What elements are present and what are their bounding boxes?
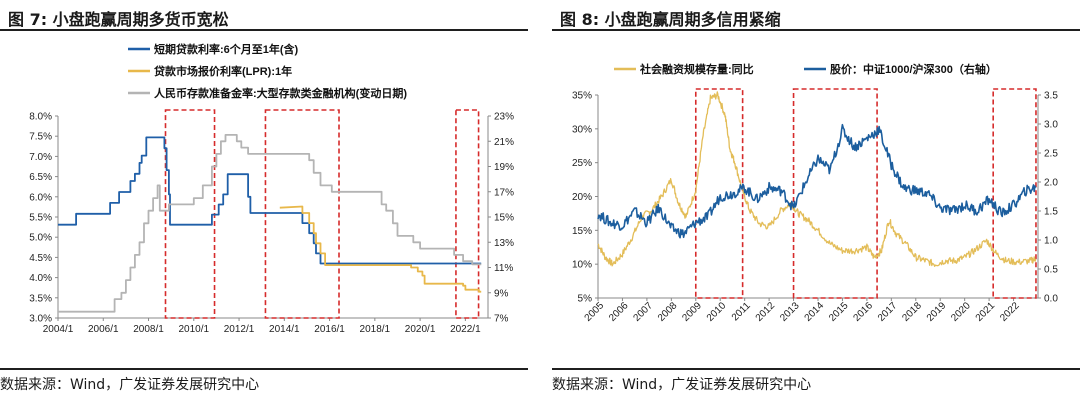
left-source-rule bbox=[0, 368, 528, 370]
x-tick-label: 2015 bbox=[827, 300, 851, 324]
x-tick-label: 2012 bbox=[754, 300, 778, 324]
right-source-note: 数据来源：Wind，广发证券发展研究中心 bbox=[552, 377, 812, 393]
left-y-tick-label: 3.5% bbox=[29, 293, 52, 304]
x-tick-label: 2010/1 bbox=[178, 324, 209, 335]
right-y-tick-label: 9% bbox=[494, 288, 509, 299]
left-figure-title: 图 7: 小盘跑赢周期多货币宽松 bbox=[8, 10, 229, 29]
legend-label-3: 人民币存款准备金率:大型存款类金融机构(变动日期) bbox=[154, 86, 407, 100]
right-y-tick-label: 2.5 bbox=[1044, 149, 1058, 160]
x-tick-label: 2007 bbox=[631, 300, 655, 324]
right-y-tick-label: 23% bbox=[494, 112, 514, 123]
highlight-period-box bbox=[264, 109, 340, 319]
right-figure-title: 图 8: 小盘跑赢周期多信用紧缩 bbox=[560, 10, 781, 29]
right-y-tick-label: 0.0 bbox=[1044, 294, 1058, 305]
right-y-tick-label: 21% bbox=[494, 137, 514, 148]
x-tick-label: 2018/1 bbox=[360, 324, 391, 335]
right-y-tick-label: 19% bbox=[494, 162, 514, 173]
left-y-tick-label: 20% bbox=[572, 192, 592, 203]
x-tick-label: 2016 bbox=[851, 300, 875, 324]
left-chart: 3.0% 3.5% 4.0% 4.5% 5.0% 5.5% 6.0% 6.5% 7.0% 7.5%… bbox=[29, 42, 514, 335]
x-tick-label: 2008/1 bbox=[133, 324, 164, 335]
x-tick-label: 2012/1 bbox=[224, 324, 255, 335]
x-tick-label: 2022 bbox=[998, 300, 1022, 324]
x-tick-label: 2004/1 bbox=[43, 324, 74, 335]
left-y-tick-label: 35% bbox=[572, 91, 592, 102]
x-tick-label: 2022/1 bbox=[450, 324, 481, 335]
x-tick-label: 2016/1 bbox=[314, 324, 345, 335]
right-y-tick-label: 3.5 bbox=[1044, 91, 1058, 102]
series-line-3 bbox=[58, 134, 482, 313]
right-title-rule bbox=[552, 29, 1080, 31]
series-line-1 bbox=[597, 91, 1037, 267]
series-line-2 bbox=[597, 123, 1037, 239]
left-y-tick-label: 15% bbox=[572, 226, 592, 237]
right-y-tick-label: 1.5 bbox=[1044, 207, 1058, 218]
highlight-period-box bbox=[792, 88, 878, 299]
left-y-tick-label: 3.0% bbox=[29, 314, 52, 325]
x-tick-label: 2010 bbox=[705, 300, 729, 324]
highlight-period-box bbox=[992, 88, 1037, 299]
left-y-tick-label: 5.5% bbox=[29, 213, 52, 224]
highlight-period-box bbox=[164, 109, 216, 319]
x-tick-label: 2013 bbox=[778, 300, 802, 324]
right-y-tick-label: 15% bbox=[494, 213, 514, 224]
x-tick-label: 2021 bbox=[974, 300, 998, 324]
x-tick-label: 2006/1 bbox=[88, 324, 119, 335]
x-tick-label: 2017 bbox=[876, 300, 900, 324]
x-tick-label: 2020/1 bbox=[405, 324, 436, 335]
right-y-tick-label: 2.0 bbox=[1044, 178, 1058, 189]
x-tick-label: 2014 bbox=[803, 300, 827, 324]
legend-label-2: 贷款市场报价利率(LPR):1年 bbox=[154, 64, 292, 78]
series-line-2 bbox=[279, 205, 482, 293]
right-y-tick-label: 17% bbox=[494, 187, 514, 198]
right-y-tick-label: 3.0 bbox=[1044, 120, 1058, 131]
x-tick-label: 2014/1 bbox=[269, 324, 300, 335]
left-y-tick-label: 10% bbox=[572, 260, 592, 271]
x-tick-label: 2006 bbox=[607, 300, 631, 324]
legend-label-2: 股价：中证1000/沪深300（右轴） bbox=[830, 62, 997, 76]
left-y-tick-label: 25% bbox=[572, 158, 592, 169]
right-y-tick-label: 11% bbox=[494, 263, 513, 274]
left-title-rule bbox=[0, 29, 528, 31]
left-y-tick-label: 4.5% bbox=[29, 253, 52, 264]
right-y-tick-label: 7% bbox=[494, 314, 509, 325]
left-y-tick-label: 5.0% bbox=[29, 233, 52, 244]
x-tick-label: 2019 bbox=[925, 300, 949, 324]
x-tick-label: 2011 bbox=[730, 300, 753, 323]
x-tick-label: 2008 bbox=[656, 300, 680, 324]
left-y-tick-label: 6.5% bbox=[29, 172, 52, 183]
left-figure-panel: 图 7: 小盘跑赢周期多货币宽松 3.0% 3.5% 4.0% 4.5% 5.0% 5.5… bbox=[0, 0, 528, 405]
left-y-tick-label: 7.0% bbox=[29, 152, 52, 163]
highlight-period-box bbox=[694, 88, 744, 299]
x-tick-label: 2018 bbox=[900, 300, 924, 324]
right-source-rule bbox=[552, 368, 1080, 370]
left-y-tick-label: 30% bbox=[572, 124, 592, 135]
left-y-tick-label: 5% bbox=[578, 294, 593, 305]
highlight-period-box bbox=[455, 109, 480, 319]
right-figure-panel: 图 8: 小盘跑赢周期多信用紧缩 5% 10% 15% 20% 25% 30% 35% 0.0… bbox=[552, 0, 1080, 405]
left-y-tick-label: 6.0% bbox=[29, 192, 52, 203]
x-tick-label: 2009 bbox=[680, 300, 704, 324]
left-y-tick-label: 8.0% bbox=[29, 112, 52, 123]
legend-label-1: 短期贷款利率:6个月至1年(含) bbox=[154, 42, 299, 56]
left-y-tick-label: 4.0% bbox=[29, 273, 52, 284]
x-tick-label: 2020 bbox=[949, 300, 973, 324]
left-source-note: 数据来源：Wind，广发证券发展研究中心 bbox=[0, 377, 260, 393]
right-y-tick-label: 1.0 bbox=[1044, 236, 1058, 247]
legend-label-1: 社会融资规模存量:同比 bbox=[639, 62, 754, 76]
right-y-tick-label: 0.5 bbox=[1044, 265, 1058, 276]
series-line-1 bbox=[58, 136, 482, 265]
right-y-tick-label: 13% bbox=[494, 238, 514, 249]
left-y-tick-label: 7.5% bbox=[29, 132, 52, 143]
right-chart: 5% 10% 15% 20% 25% 30% 35% 0.0 0.5 1.0 1.5 2.0 2.5 3.… bbox=[572, 62, 1058, 324]
